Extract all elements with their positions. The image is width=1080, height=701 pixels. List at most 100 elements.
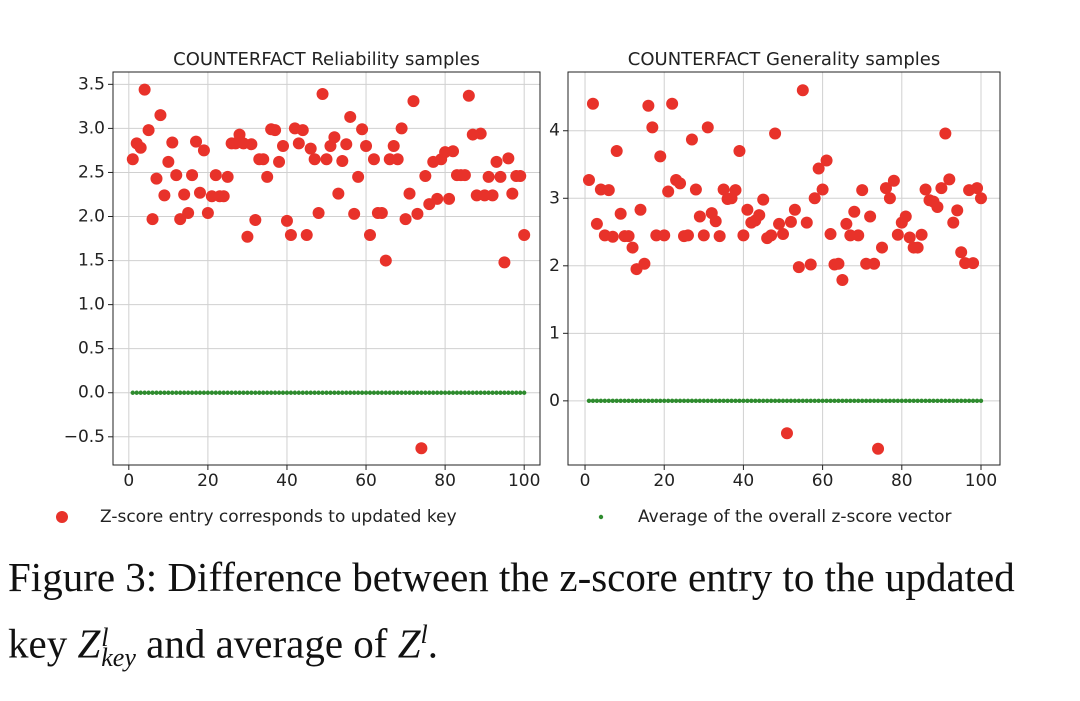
scatter-point: [498, 256, 511, 269]
scatter-point: [134, 390, 139, 395]
scatter-point: [824, 398, 829, 404]
scatter-point: [193, 390, 199, 395]
scatter-point: [780, 427, 793, 440]
scatter-point: [336, 390, 341, 395]
scatter-point: [458, 390, 464, 395]
scatter-point: [864, 210, 877, 223]
scatter-point: [780, 398, 786, 404]
scatter-point: [943, 398, 948, 404]
scatter-point: [895, 398, 901, 404]
scatter-point: [887, 398, 893, 404]
scatter-point: [518, 390, 523, 395]
scatter-point: [721, 398, 726, 404]
scatter-point: [800, 216, 813, 229]
scatter-point: [395, 122, 408, 135]
scatter-point: [903, 398, 908, 404]
scatter-point: [665, 398, 671, 404]
scatter-point: [891, 398, 897, 404]
scatter-point: [967, 257, 980, 270]
scatter-point: [669, 398, 675, 404]
scatter-point: [264, 390, 270, 395]
scatter-point: [482, 390, 487, 395]
scatter-point: [217, 390, 222, 395]
scatter-point: [431, 192, 444, 205]
legend-marker: [598, 514, 604, 520]
scatter-point: [737, 398, 742, 404]
scatter-point: [387, 140, 400, 153]
scatter-point: [458, 169, 471, 182]
scatter-point: [174, 390, 179, 395]
scatter-point: [249, 214, 262, 227]
x-tick-label: 20: [197, 471, 219, 491]
scatter-point: [883, 192, 896, 205]
scatter-point: [189, 390, 195, 395]
scatter-point: [284, 390, 290, 395]
scatter-point: [446, 390, 452, 395]
scatter-point: [320, 153, 333, 166]
scatter-point: [170, 169, 183, 182]
scatter-point: [749, 398, 754, 404]
scatter-point: [745, 398, 750, 404]
scatter-point: [308, 390, 313, 395]
scatter-point: [741, 203, 754, 216]
math-sup: l: [420, 620, 428, 649]
scatter-point: [777, 228, 790, 241]
scatter-point: [634, 203, 647, 216]
scatter-point: [626, 241, 639, 254]
scatter-point: [971, 182, 984, 195]
scatter-point: [693, 210, 706, 223]
scatter-point: [662, 398, 667, 404]
scatter-point: [852, 398, 857, 404]
scatter-point: [860, 398, 865, 404]
math-base: Z: [77, 620, 101, 667]
scatter-point: [490, 155, 503, 168]
scatter-point: [697, 398, 703, 404]
scatter-point: [367, 390, 373, 395]
scatter-point: [427, 390, 432, 395]
scatter-point: [273, 155, 286, 168]
scatter-point: [292, 137, 305, 150]
scatter-point: [241, 390, 246, 395]
y-tick-label: 2.0: [78, 207, 105, 227]
scatter-point: [332, 390, 337, 395]
scatter-point: [181, 390, 187, 395]
scatter-point: [586, 97, 599, 110]
scatter-point: [190, 135, 203, 148]
scatter-point: [772, 398, 778, 404]
scatter-point: [233, 390, 238, 395]
scatter-point: [951, 398, 956, 404]
scatter-point: [340, 138, 353, 151]
scatter-point: [757, 398, 762, 404]
scatter-point: [197, 390, 203, 395]
scatter-point: [872, 442, 885, 455]
scatter-point: [201, 206, 214, 219]
scatter-point: [610, 145, 623, 158]
scatter-point: [674, 177, 687, 190]
scatter-point: [650, 398, 655, 404]
scatter-point: [856, 184, 869, 197]
scatter-point: [966, 398, 972, 404]
scatter-point: [685, 398, 691, 404]
scatter-point: [316, 88, 329, 101]
scatter-point: [454, 390, 460, 395]
scatter-point: [717, 398, 722, 404]
scatter-point: [261, 390, 266, 395]
scatter-point: [272, 390, 278, 395]
scatter-point: [391, 153, 404, 166]
scatter-point: [312, 390, 317, 395]
scatter-point: [832, 398, 837, 404]
scatter-point: [300, 390, 305, 395]
scatter-point: [490, 390, 495, 395]
scatter-point: [447, 145, 460, 158]
scatter-point: [474, 127, 487, 140]
scatter-point: [324, 390, 329, 395]
scatter-point: [363, 390, 369, 395]
y-tick-label: 1.5: [78, 251, 105, 271]
scatter-point: [808, 398, 813, 404]
y-tick-label: −0.5: [64, 427, 105, 447]
scatter-point: [138, 83, 151, 96]
x-tick-label: 40: [276, 471, 298, 491]
scatter-point: [502, 390, 507, 395]
scatter-point: [407, 390, 412, 395]
scatter-point: [974, 398, 980, 404]
